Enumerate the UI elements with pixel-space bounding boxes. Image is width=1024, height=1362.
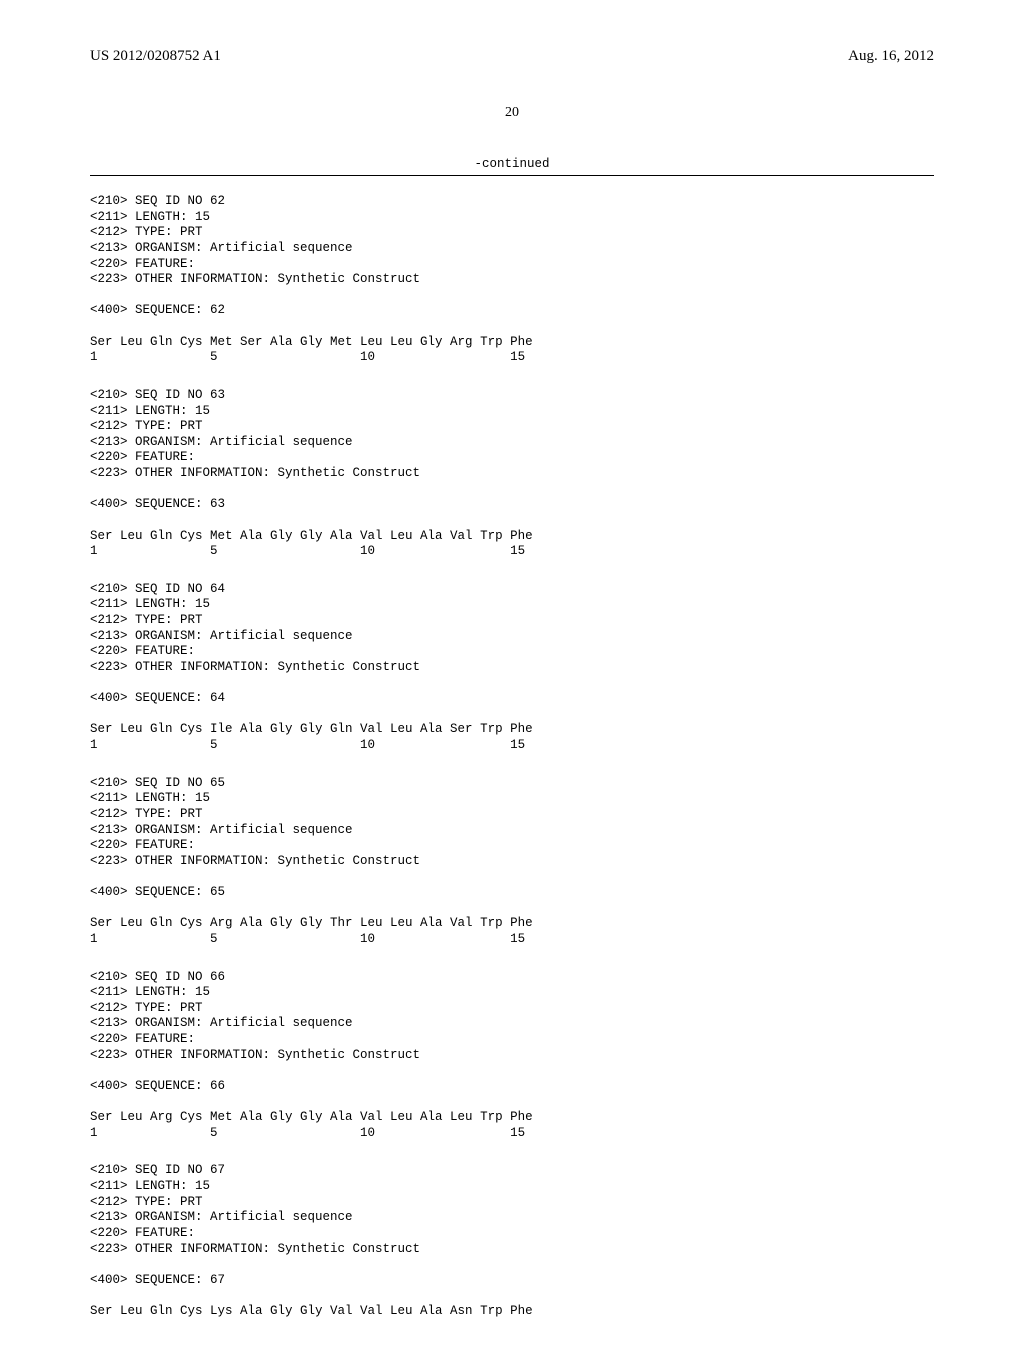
blank-line xyxy=(90,869,934,885)
sequence-block: <210> SEQ ID NO 62<211> LENGTH: 15<212> … xyxy=(90,194,934,366)
sequence-block: <210> SEQ ID NO 65<211> LENGTH: 15<212> … xyxy=(90,776,934,948)
position-line: 1 5 10 15 xyxy=(90,932,934,948)
meta-line: <220> FEATURE: xyxy=(90,838,934,854)
meta-line: <213> ORGANISM: Artificial sequence xyxy=(90,629,934,645)
sequence-block: <210> SEQ ID NO 67<211> LENGTH: 15<212> … xyxy=(90,1163,934,1319)
meta-line: <211> LENGTH: 15 xyxy=(90,597,934,613)
meta-line: <223> OTHER INFORMATION: Synthetic Const… xyxy=(90,660,934,676)
meta-line: <213> ORGANISM: Artificial sequence xyxy=(90,435,934,451)
sequence-block: <210> SEQ ID NO 64<211> LENGTH: 15<212> … xyxy=(90,582,934,754)
blank-line xyxy=(90,1288,934,1304)
meta-line: <213> ORGANISM: Artificial sequence xyxy=(90,1210,934,1226)
sequence-label: <400> SEQUENCE: 66 xyxy=(90,1079,934,1095)
meta-line: <212> TYPE: PRT xyxy=(90,225,934,241)
meta-line: <223> OTHER INFORMATION: Synthetic Const… xyxy=(90,1048,934,1064)
position-line: 1 5 10 15 xyxy=(90,738,934,754)
blank-line xyxy=(90,288,934,304)
meta-line: <210> SEQ ID NO 62 xyxy=(90,194,934,210)
residue-line: Ser Leu Arg Cys Met Ala Gly Gly Ala Val … xyxy=(90,1110,934,1126)
continued-label: -continued xyxy=(90,157,934,171)
meta-line: <211> LENGTH: 15 xyxy=(90,1179,934,1195)
sequence-label: <400> SEQUENCE: 63 xyxy=(90,497,934,513)
meta-line: <220> FEATURE: xyxy=(90,1226,934,1242)
meta-line: <210> SEQ ID NO 65 xyxy=(90,776,934,792)
meta-line: <212> TYPE: PRT xyxy=(90,419,934,435)
residue-line: Ser Leu Gln Cys Lys Ala Gly Gly Val Val … xyxy=(90,1304,934,1320)
horizontal-rule xyxy=(90,175,934,176)
residue-line: Ser Leu Gln Cys Ile Ala Gly Gly Gln Val … xyxy=(90,722,934,738)
meta-line: <220> FEATURE: xyxy=(90,644,934,660)
meta-line: <213> ORGANISM: Artificial sequence xyxy=(90,241,934,257)
position-line: 1 5 10 15 xyxy=(90,1126,934,1142)
residue-line: Ser Leu Gln Cys Met Ser Ala Gly Met Leu … xyxy=(90,335,934,351)
residue-line: Ser Leu Gln Cys Arg Ala Gly Gly Thr Leu … xyxy=(90,916,934,932)
meta-line: <211> LENGTH: 15 xyxy=(90,791,934,807)
sequence-label: <400> SEQUENCE: 65 xyxy=(90,885,934,901)
meta-line: <220> FEATURE: xyxy=(90,1032,934,1048)
sequence-listing: <210> SEQ ID NO 62<211> LENGTH: 15<212> … xyxy=(90,194,934,1320)
page-number: 20 xyxy=(90,105,934,121)
sequence-label: <400> SEQUENCE: 62 xyxy=(90,303,934,319)
residue-line: Ser Leu Gln Cys Met Ala Gly Gly Ala Val … xyxy=(90,529,934,545)
page-container: US 2012/0208752 A1 Aug. 16, 2012 20 -con… xyxy=(0,0,1024,1362)
meta-line: <211> LENGTH: 15 xyxy=(90,985,934,1001)
meta-line: <212> TYPE: PRT xyxy=(90,1001,934,1017)
sequence-label: <400> SEQUENCE: 64 xyxy=(90,691,934,707)
publication-date: Aug. 16, 2012 xyxy=(848,48,934,65)
blank-line xyxy=(90,1063,934,1079)
meta-line: <210> SEQ ID NO 63 xyxy=(90,388,934,404)
blank-line xyxy=(90,319,934,335)
position-line: 1 5 10 15 xyxy=(90,350,934,366)
publication-number: US 2012/0208752 A1 xyxy=(90,48,221,65)
blank-line xyxy=(90,1257,934,1273)
meta-line: <223> OTHER INFORMATION: Synthetic Const… xyxy=(90,1242,934,1258)
blank-line xyxy=(90,513,934,529)
meta-line: <223> OTHER INFORMATION: Synthetic Const… xyxy=(90,466,934,482)
meta-line: <213> ORGANISM: Artificial sequence xyxy=(90,823,934,839)
meta-line: <223> OTHER INFORMATION: Synthetic Const… xyxy=(90,854,934,870)
meta-line: <212> TYPE: PRT xyxy=(90,1195,934,1211)
meta-line: <211> LENGTH: 15 xyxy=(90,404,934,420)
blank-line xyxy=(90,676,934,692)
position-line: 1 5 10 15 xyxy=(90,544,934,560)
meta-line: <212> TYPE: PRT xyxy=(90,613,934,629)
sequence-label: <400> SEQUENCE: 67 xyxy=(90,1273,934,1289)
meta-line: <210> SEQ ID NO 64 xyxy=(90,582,934,598)
meta-line: <213> ORGANISM: Artificial sequence xyxy=(90,1016,934,1032)
meta-line: <210> SEQ ID NO 67 xyxy=(90,1163,934,1179)
blank-line xyxy=(90,707,934,723)
sequence-block: <210> SEQ ID NO 63<211> LENGTH: 15<212> … xyxy=(90,388,934,560)
meta-line: <212> TYPE: PRT xyxy=(90,807,934,823)
blank-line xyxy=(90,901,934,917)
blank-line xyxy=(90,1095,934,1111)
meta-line: <223> OTHER INFORMATION: Synthetic Const… xyxy=(90,272,934,288)
meta-line: <210> SEQ ID NO 66 xyxy=(90,970,934,986)
blank-line xyxy=(90,482,934,498)
meta-line: <220> FEATURE: xyxy=(90,450,934,466)
page-header: US 2012/0208752 A1 Aug. 16, 2012 xyxy=(90,48,934,65)
meta-line: <211> LENGTH: 15 xyxy=(90,210,934,226)
sequence-block: <210> SEQ ID NO 66<211> LENGTH: 15<212> … xyxy=(90,970,934,1142)
meta-line: <220> FEATURE: xyxy=(90,257,934,273)
